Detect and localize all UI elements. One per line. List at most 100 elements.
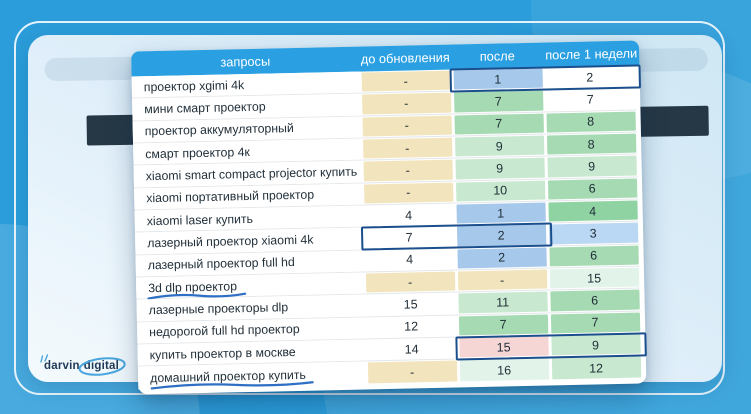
query-text: купить проектор в москве <box>149 344 296 363</box>
value-cell-after_week: 9 <box>545 155 637 178</box>
rank-value: 8 <box>546 111 636 133</box>
column-header-queries: запросы <box>220 53 271 70</box>
value-cell-after: 7 <box>453 112 545 135</box>
sparkle-icon <box>40 354 49 363</box>
value-cell-after: 10 <box>454 179 546 202</box>
column-header-before: до обновления <box>360 49 450 67</box>
value-cell-after: 9 <box>453 157 545 180</box>
query-text: мини смарт проектор <box>144 99 266 117</box>
value-cell-before: - <box>362 181 454 204</box>
value-cell-after_week: 12 <box>550 356 642 380</box>
value-cell-after: 16 <box>458 358 550 382</box>
value-cell-after: 2 <box>455 246 547 269</box>
query-text: xiaomi smart compact projector купить <box>145 164 358 184</box>
rankings-table: запросы до обновления после после 1 неде… <box>131 40 647 395</box>
query-cell: домашний проектор купить <box>137 361 367 390</box>
value-cell-after: 1 <box>452 68 544 91</box>
value-cell-before: - <box>366 360 458 384</box>
rank-value: 16 <box>459 358 549 382</box>
column-header-after-week: после 1 недели <box>545 45 638 63</box>
rank-value: 9 <box>550 334 641 356</box>
rank-value: 8 <box>546 133 636 155</box>
rank-value: - <box>361 70 451 92</box>
value-cell-before: - <box>360 70 452 93</box>
value-cell-after: 7 <box>452 90 544 113</box>
rank-value: 15 <box>458 336 549 358</box>
value-cell-after_week: 8 <box>544 110 636 133</box>
darvin-digital-logo: darvin digital <box>40 354 119 372</box>
rank-value: 1 <box>453 68 543 90</box>
value-cell-before: - <box>362 159 454 182</box>
value-cell-before: 4 <box>362 204 454 227</box>
value-cell-after: 11 <box>456 291 548 314</box>
query-text: смарт проектор 4к <box>145 144 250 161</box>
rank-value: 15 <box>365 293 456 316</box>
value-cell-after: 15 <box>457 336 549 359</box>
outer-frame-outline <box>14 21 725 395</box>
rank-value: - <box>457 269 547 291</box>
value-cell-before: 15 <box>364 293 456 316</box>
query-text: недорогой full hd проектор <box>149 322 300 340</box>
value-cell-before: 7 <box>363 226 455 249</box>
query-text: лазерный проектор full hd <box>147 255 295 273</box>
hand-drawn-underline <box>146 290 247 301</box>
value-cell-after_week: 4 <box>546 200 638 223</box>
query-text: домашний проектор купить <box>150 367 306 384</box>
value-cell-before: - <box>364 271 456 294</box>
value-cell-after_week: 6 <box>547 244 639 267</box>
query-text: xiaomi портативный проектор <box>146 187 315 206</box>
rank-value: 14 <box>366 338 457 360</box>
value-cell-after_week: 7 <box>544 88 636 111</box>
rank-value: 7 <box>458 314 548 336</box>
rank-value: - <box>363 182 453 204</box>
value-cell-after: 7 <box>457 313 549 336</box>
rank-value: 4 <box>547 200 638 222</box>
rank-value: 12 <box>551 356 641 380</box>
value-cell-before: 4 <box>363 248 455 271</box>
rank-value: 6 <box>548 245 639 267</box>
logo-text-part2: digital <box>83 360 119 372</box>
value-cell-after: 2 <box>455 224 547 247</box>
logo-text-part1: darvin <box>44 360 80 372</box>
value-cell-after: - <box>456 269 548 292</box>
rank-value: 7 <box>545 88 635 111</box>
rank-value: 2 <box>456 224 546 247</box>
hand-drawn-underline <box>148 378 316 391</box>
rank-value: 9 <box>454 135 544 157</box>
rank-value: 10 <box>455 180 545 202</box>
rank-value: - <box>361 92 451 115</box>
value-cell-after_week: 9 <box>549 334 641 357</box>
query-text: лазерный проектор xiaomi 4k <box>147 232 314 251</box>
table-row: 3d dlp проектор - -15 <box>135 266 641 300</box>
rank-value: - <box>362 115 452 137</box>
table-row: домашний проектор купить -16 12 <box>137 356 642 390</box>
rank-value: 12 <box>366 316 456 338</box>
query-text: проектор xgimi 4k <box>143 77 245 94</box>
rank-value: 1 <box>455 202 546 224</box>
value-cell-before: 12 <box>365 315 457 338</box>
rank-value: 7 <box>550 312 640 334</box>
value-cell-after_week: 2 <box>544 66 636 89</box>
rank-value: - <box>363 159 453 182</box>
rank-value: 2 <box>545 66 635 88</box>
query-text: 3d dlp проектор <box>148 279 237 295</box>
rank-value: 9 <box>455 157 545 180</box>
logo-word-digital: digital <box>84 360 119 372</box>
rank-value: 2 <box>456 247 547 269</box>
rank-value: - <box>362 137 452 159</box>
rank-value: 7 <box>453 90 543 113</box>
query-text: проектор аккумуляторный <box>144 121 294 139</box>
column-header-after: после <box>479 48 515 64</box>
rank-value: 4 <box>364 249 455 271</box>
query-text: xiaomi laser купить <box>146 211 254 228</box>
value-cell-after_week: 7 <box>549 311 641 334</box>
logo-word-darvin: darvin <box>40 354 80 372</box>
value-cell-after_week: 15 <box>548 267 640 290</box>
value-cell-before: - <box>361 114 453 137</box>
rank-value: 6 <box>547 178 637 200</box>
table-body: проектор xgimi 4k -1 2 мини смарт проектор -… <box>131 63 647 390</box>
rank-value: - <box>365 271 455 293</box>
rank-value: 6 <box>549 289 640 312</box>
value-cell-after: 1 <box>454 202 546 225</box>
